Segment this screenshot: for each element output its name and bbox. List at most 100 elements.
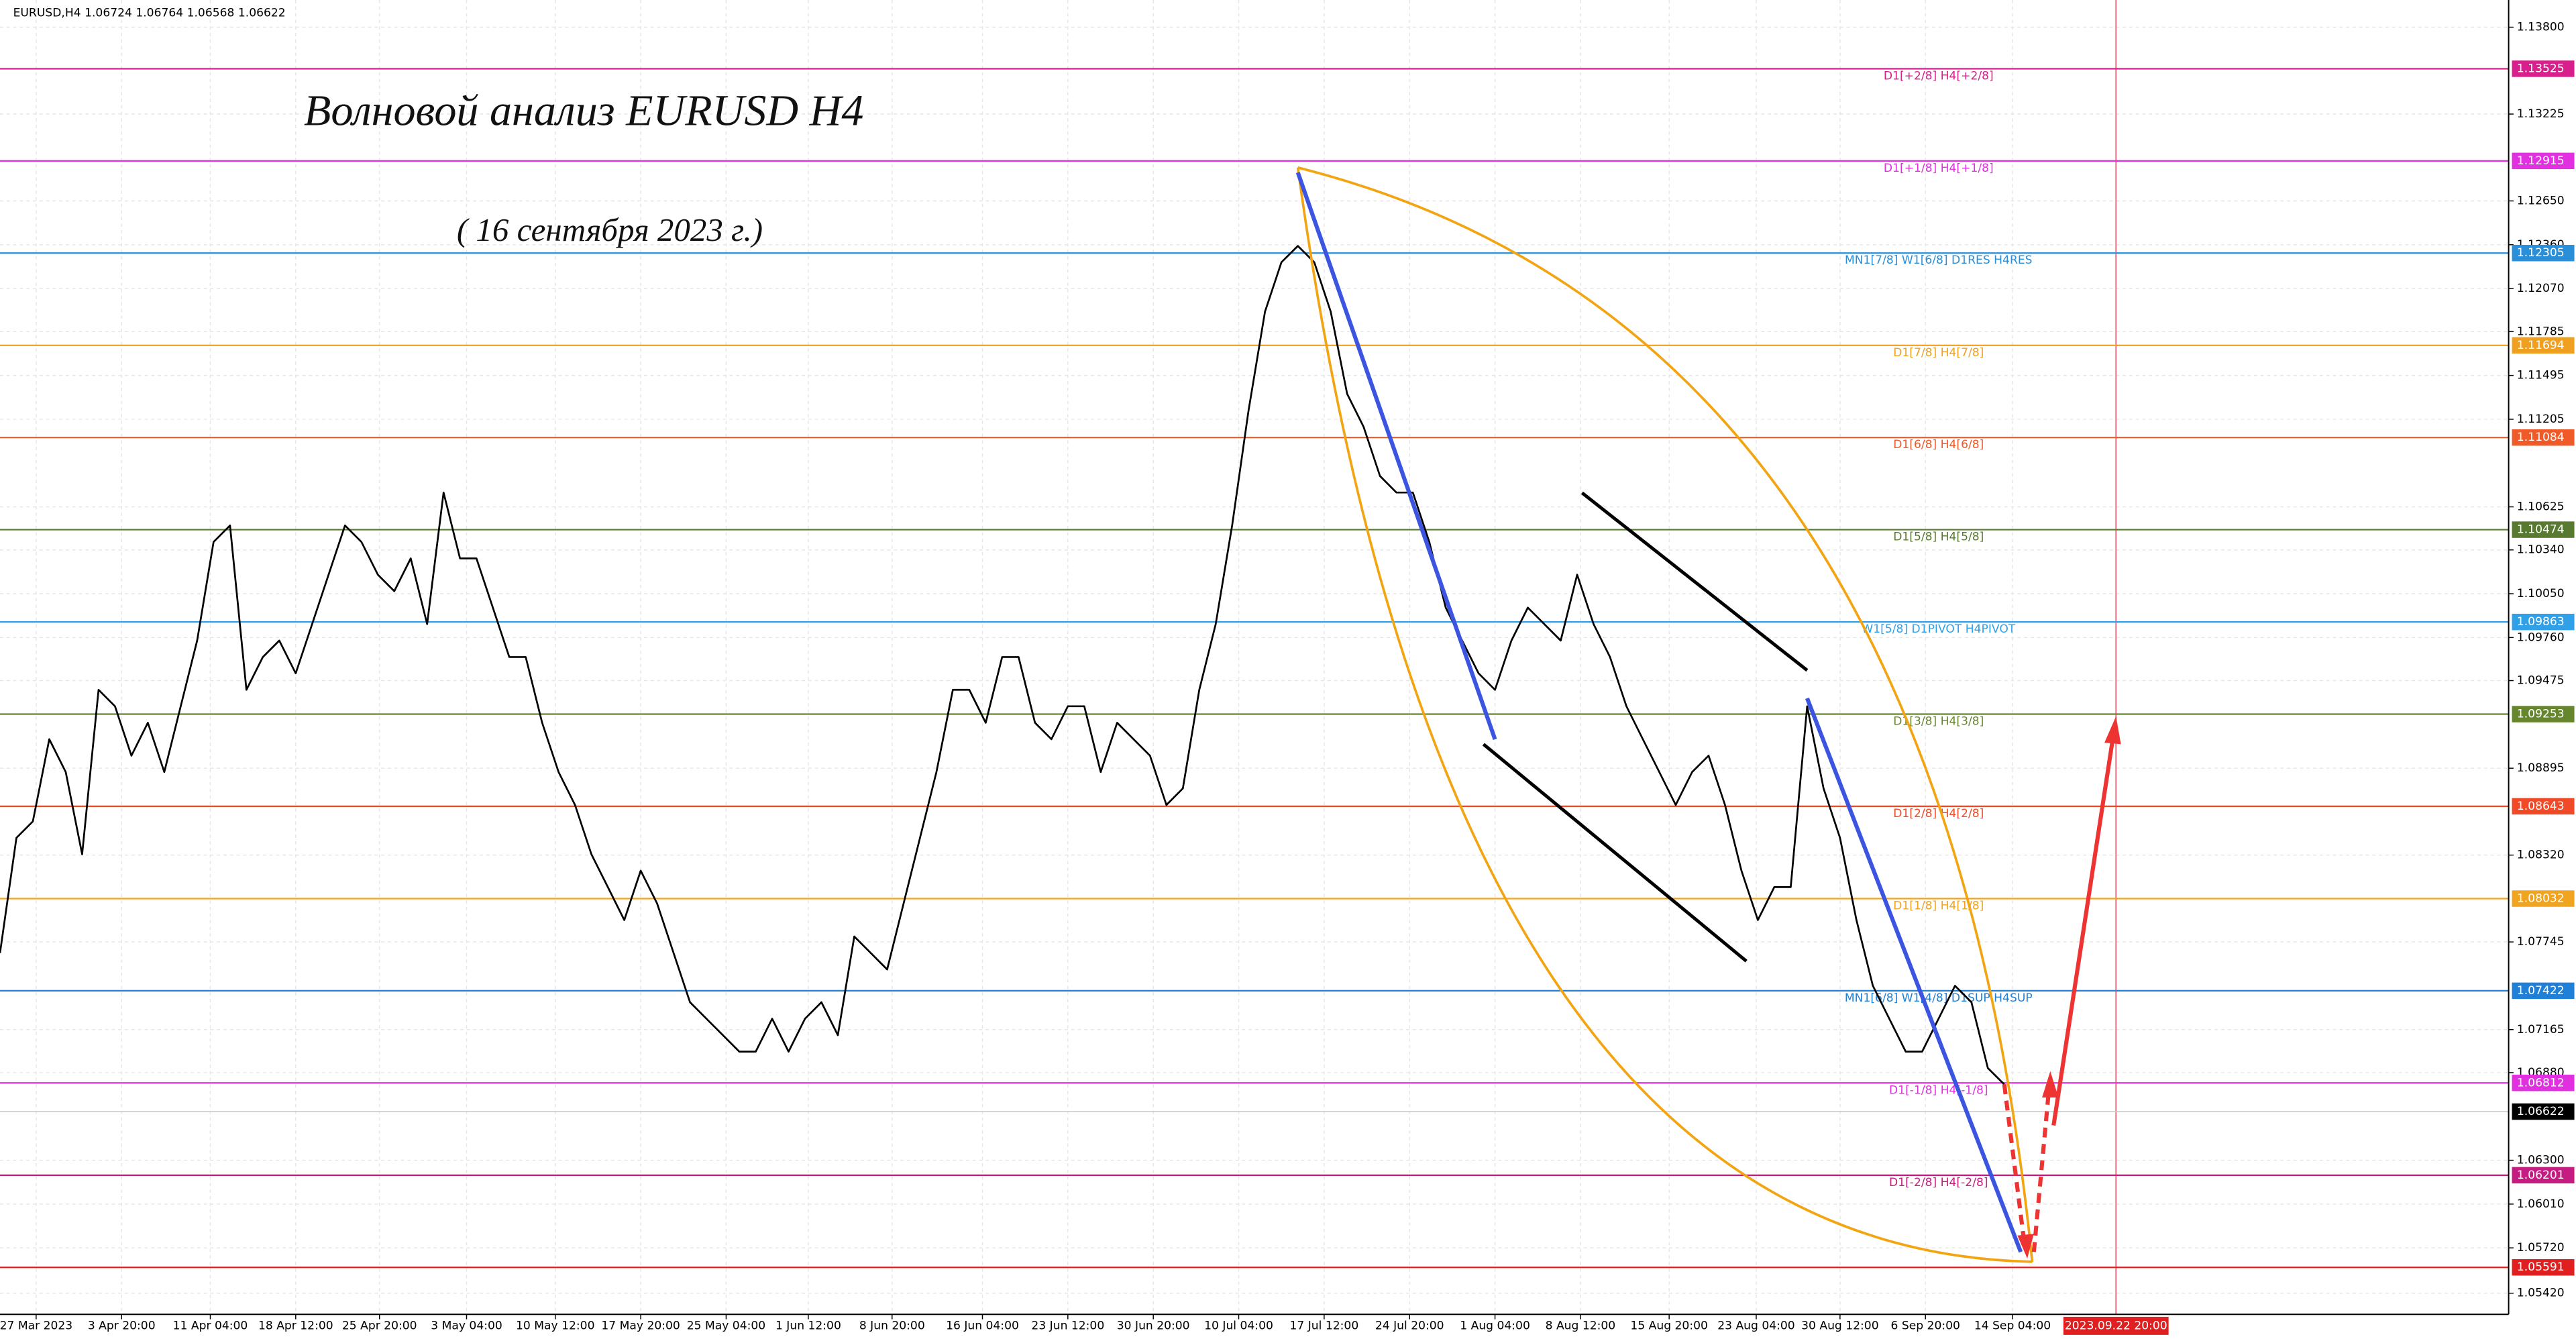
series: [0, 245, 2005, 1085]
x-tick-label: 30 Jun 20:00: [1117, 1319, 1190, 1332]
level-price-box: [2512, 244, 2575, 262]
x-tick-label: 10 Jul 04:00: [1204, 1319, 1273, 1332]
y-tick-label: 1.05420: [2517, 1287, 2565, 1300]
level-name: D1[-1/8] H4[-1/8]: [1889, 1083, 1988, 1097]
x-tick-label: 23 Jun 12:00: [1031, 1319, 1104, 1332]
y-tick-label: 1.12650: [2517, 195, 2565, 208]
level-name: MN1[6/8] W1[4/8] D1SUP H4SUP: [1845, 992, 2033, 1005]
level-price-label: 1.07422: [2517, 984, 2565, 998]
level-price-box: [2512, 152, 2575, 170]
chart-title: Волновой анализ EURUSD H4: [304, 87, 863, 136]
y-tick-label: 1.11785: [2517, 325, 2565, 338]
level-price-label: 1.10474: [2517, 523, 2565, 537]
x-tick-label: 23 Aug 04:00: [1717, 1319, 1794, 1332]
trend-line: [1805, 697, 2023, 1253]
y-tick-label: 1.10625: [2517, 500, 2565, 514]
arc: [1297, 166, 2034, 1263]
x-tick-label: 1 Aug 04:00: [1460, 1319, 1530, 1332]
x-tick-label: 24 Jul 20:00: [1375, 1319, 1444, 1332]
annotations: [1295, 166, 2121, 1263]
y-tick-label: 1.09760: [2517, 631, 2565, 644]
level-price-box: [2512, 521, 2575, 538]
level-price-box: [2512, 982, 2575, 1000]
axes: 1.138001.132251.126501.123601.120701.117…: [0, 21, 2575, 1335]
price-line: [0, 245, 2005, 1085]
y-tick-label: 1.13225: [2517, 107, 2565, 121]
level-price-label: 1.05591: [2517, 1261, 2565, 1274]
level-name: D1[2/8] H4[2/8]: [1893, 807, 1984, 820]
x-tick-label: 17 Jul 12:00: [1290, 1319, 1359, 1332]
y-tick-label: 1.11205: [2517, 413, 2565, 426]
level-name: D1[1/8] H4[1/8]: [1893, 900, 1984, 913]
y-tick-label: 1.06010: [2517, 1197, 2565, 1211]
level-price-box: [2512, 1167, 2575, 1184]
arrow-head: [2104, 716, 2121, 745]
level-price-label: 1.06201: [2517, 1169, 2565, 1182]
level-name: D1[5/8] H4[5/8]: [1893, 531, 1984, 544]
level-price-box: [2512, 60, 2575, 77]
time-marker-box: [2063, 1316, 2169, 1335]
level-price-label: 1.09863: [2517, 615, 2565, 629]
x-tick-label: 8 Jun 20:00: [859, 1319, 925, 1332]
level-price-box: [2512, 890, 2575, 907]
x-tick-label: 11 Apr 04:00: [173, 1319, 248, 1332]
y-tick-label: 1.07165: [2517, 1023, 2565, 1036]
symbol-header: EURUSD,H4 1.06724 1.06764 1.06568 1.0662…: [13, 7, 286, 20]
level-price-box: [2512, 798, 2575, 815]
level-price-box: [2512, 706, 2575, 722]
level-price-box: [2512, 337, 2575, 354]
x-tick-label: 25 May 04:00: [687, 1319, 765, 1332]
x-tick-label: 3 Apr 20:00: [88, 1319, 156, 1332]
level-name: D1[+2/8] H4[+2/8]: [1884, 69, 1994, 83]
channel-line: [1580, 491, 1809, 672]
y-tick-label: 1.13800: [2517, 21, 2565, 34]
time-marker-label: 2023.09.22 20:00: [2065, 1319, 2167, 1332]
y-tick-label: 1.09475: [2517, 674, 2565, 688]
level-price-label: 1.11694: [2517, 339, 2565, 352]
level-name: D1[6/8] H4[6/8]: [1893, 438, 1984, 451]
level-name: D1[-2/8] H4[-2/8]: [1889, 1176, 1988, 1189]
arc: [1296, 167, 2033, 1263]
x-tick-label: 10 May 12:00: [516, 1319, 594, 1332]
channel-line: [1482, 743, 1748, 963]
y-tick-label: 1.12070: [2517, 282, 2565, 295]
x-tick-label: 18 Apr 12:00: [258, 1319, 333, 1332]
chart-subtitle: ( 16 сентября 2023 г.): [457, 211, 763, 248]
grid: [0, 0, 2509, 1315]
x-tick-label: 17 May 20:00: [601, 1319, 680, 1332]
x-tick-label: 16 Jun 04:00: [946, 1319, 1019, 1332]
level-price-label: 1.13525: [2517, 62, 2565, 75]
level-name: D1[+1/8] H4[+1/8]: [1884, 162, 1994, 175]
x-tick-label: 3 May 04:00: [431, 1319, 502, 1332]
y-tick-label: 1.08895: [2517, 761, 2565, 775]
y-tick-label: 1.07745: [2517, 935, 2565, 949]
level-name: D1[3/8] H4[3/8]: [1893, 715, 1984, 729]
current-price-label: 1.06622: [2517, 1105, 2565, 1118]
level-price-label: 1.12915: [2517, 154, 2565, 168]
x-tick-label: 27 Mar 2023: [0, 1319, 72, 1332]
arrow-head: [2017, 1234, 2034, 1258]
y-tick-label: 1.10050: [2517, 587, 2565, 600]
forecast-arrow: [2002, 1084, 2027, 1241]
x-tick-label: 25 Apr 20:00: [342, 1319, 417, 1332]
level-price-label: 1.11084: [2517, 431, 2565, 444]
forecast-arrow: [2051, 739, 2115, 1126]
level-price-box: [2512, 1258, 2575, 1276]
y-tick-label: 1.10340: [2517, 543, 2565, 557]
level-price-label: 1.08032: [2517, 892, 2565, 906]
current-price-box: [2512, 1103, 2575, 1120]
trend-line: [1295, 172, 1497, 741]
x-tick-label: 8 Aug 12:00: [1546, 1319, 1616, 1332]
level-price-box: [2512, 429, 2575, 446]
arrow-head: [2042, 1071, 2059, 1097]
y-tick-label: 1.06300: [2517, 1154, 2565, 1167]
level-price-box: [2512, 613, 2575, 631]
level-price-label: 1.08643: [2517, 800, 2565, 813]
forecast-arrow: [2031, 1092, 2051, 1252]
level-price-box: [2512, 1075, 2575, 1091]
x-tick-label: 30 Aug 12:00: [1801, 1319, 1878, 1332]
x-tick-label: 14 Sep 04:00: [1974, 1319, 2051, 1332]
